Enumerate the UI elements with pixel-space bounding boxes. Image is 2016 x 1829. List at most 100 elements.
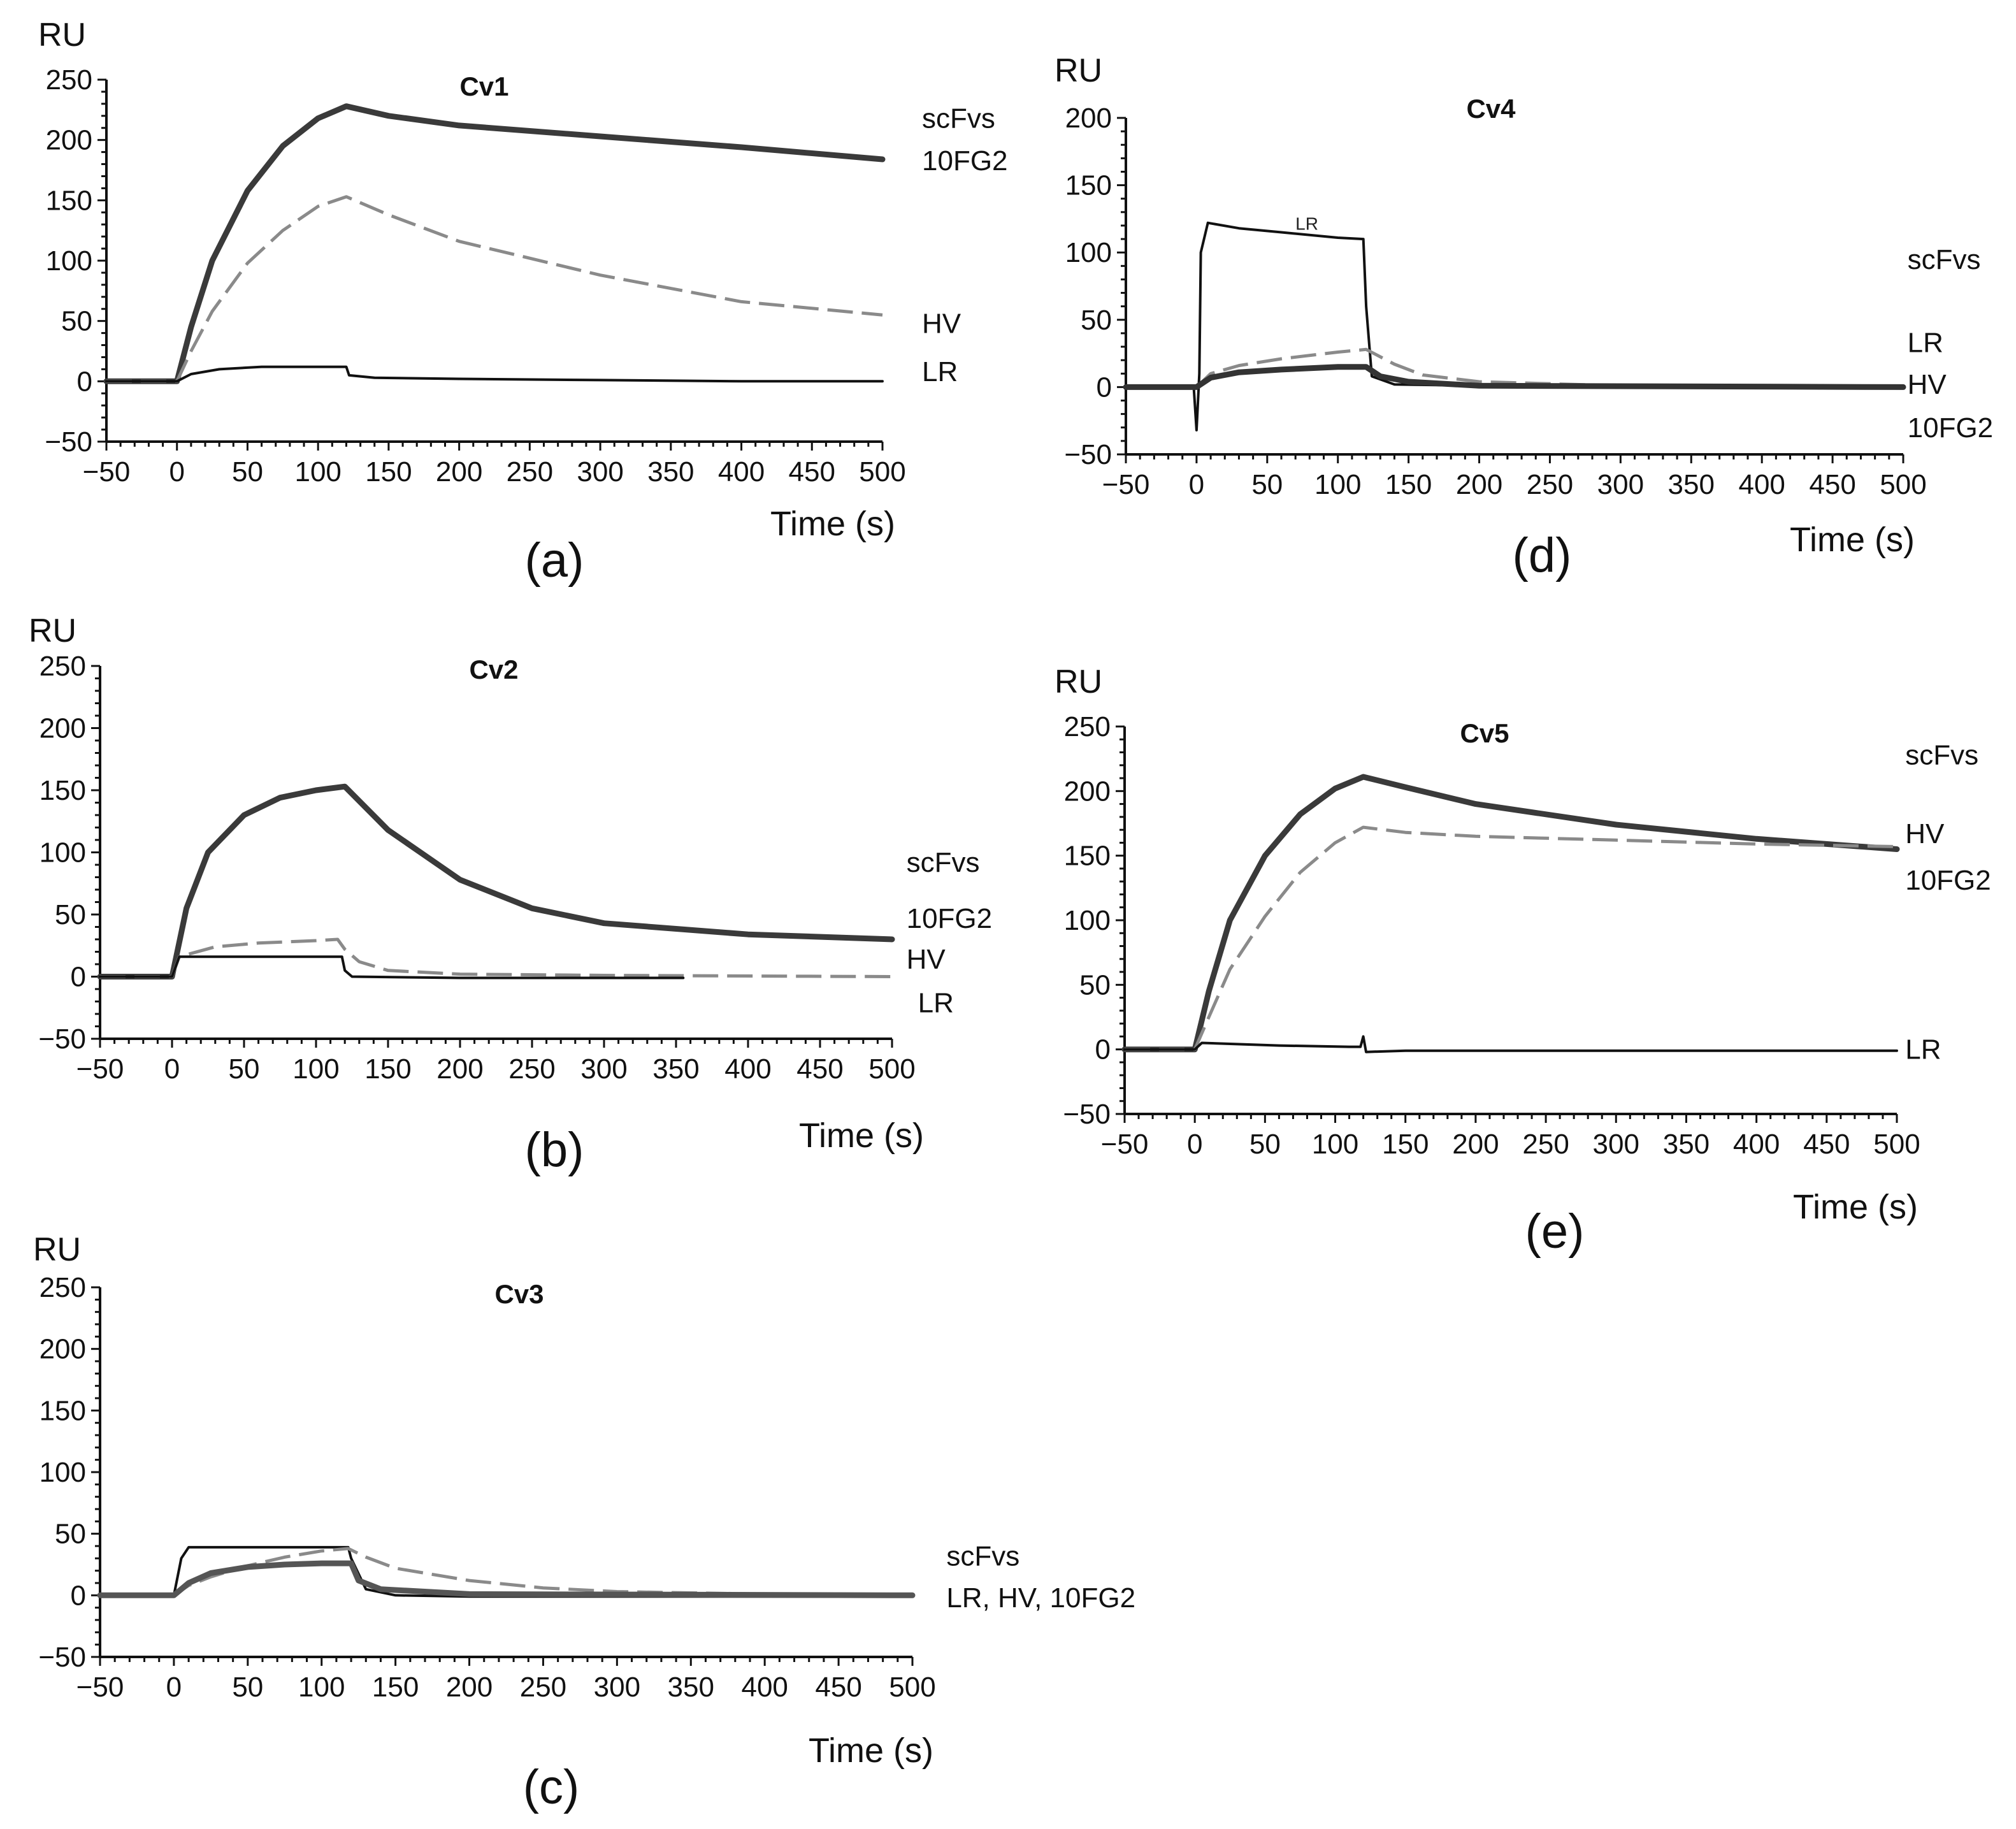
y-tick-label: 150 bbox=[40, 775, 86, 806]
legend-label: LR bbox=[1908, 328, 1943, 359]
legend-label: HV bbox=[907, 944, 946, 975]
legend-label: 10FG2 bbox=[922, 145, 1008, 177]
legend-label: scFvs bbox=[1908, 244, 1981, 275]
x-tick-label: 450 bbox=[796, 1053, 843, 1085]
x-tick-label: 400 bbox=[741, 1672, 788, 1703]
y-tick-label: 50 bbox=[1079, 969, 1111, 1001]
y-tick-label: 200 bbox=[40, 1334, 86, 1365]
x-tick-label: 150 bbox=[364, 1053, 411, 1085]
series-line-hv bbox=[106, 195, 883, 383]
x-tick-label: 500 bbox=[889, 1672, 935, 1703]
x-tick-label: 250 bbox=[507, 456, 553, 488]
x-tick-label: 350 bbox=[1663, 1129, 1710, 1160]
y-tick-label: 250 bbox=[40, 651, 86, 682]
x-tick-label: −50 bbox=[83, 456, 131, 488]
y-tick-label: 150 bbox=[40, 1395, 86, 1426]
x-tick-label: 200 bbox=[446, 1672, 493, 1703]
y-tick-label: 0 bbox=[71, 962, 86, 993]
y-tick-label: 200 bbox=[46, 125, 92, 156]
x-tick-label: 300 bbox=[1593, 1129, 1639, 1160]
x-tick-label: 0 bbox=[1189, 469, 1204, 500]
y-axis-title: RU bbox=[38, 17, 86, 54]
chart-panel-a: −50 0 50 100 150 200 250 −50 0 50 100 150 200 250 300 3… bbox=[38, 17, 1008, 588]
x-tick-label: −50 bbox=[76, 1053, 124, 1085]
y-axis-title: RU bbox=[33, 1231, 81, 1268]
series-line-hv bbox=[1126, 347, 1904, 389]
x-tick-label: 50 bbox=[1251, 469, 1283, 500]
x-tick-label: 150 bbox=[365, 456, 412, 488]
y-tick-label: 0 bbox=[1095, 1034, 1111, 1066]
series-line-10fg2 bbox=[103, 103, 886, 384]
x-tick-label: 0 bbox=[166, 1672, 182, 1703]
x-tick-label: 400 bbox=[1733, 1129, 1780, 1160]
legend-label: LR, HV, 10FG2 bbox=[946, 1582, 1135, 1614]
x-tick-label: 400 bbox=[1738, 469, 1785, 500]
y-axis-title: RU bbox=[29, 612, 76, 649]
chart-panel-e: −50 0 50 100 150 200 250 −50 0 50 100 150 200 250 300 3… bbox=[1055, 663, 1991, 1259]
x-tick-label: 0 bbox=[164, 1053, 180, 1085]
x-tick-label: 50 bbox=[229, 1053, 260, 1085]
y-tick-label: 250 bbox=[46, 64, 92, 96]
x-tick-label: 500 bbox=[859, 456, 905, 488]
x-tick-label: 250 bbox=[1527, 469, 1573, 500]
panel-label: (a) bbox=[525, 533, 584, 588]
y-tick-label: 150 bbox=[1064, 841, 1111, 872]
y-tick-label: 50 bbox=[1081, 305, 1112, 336]
x-tick-label: 450 bbox=[815, 1672, 861, 1703]
chart-title: Cv1 bbox=[459, 71, 508, 101]
y-tick-label: 50 bbox=[61, 306, 92, 337]
x-tick-label: 450 bbox=[1809, 469, 1855, 500]
series-line-10fg2 bbox=[1121, 774, 1900, 1053]
panel-label: (d) bbox=[1513, 528, 1572, 582]
panel-label: (c) bbox=[523, 1760, 580, 1814]
chart-panel-c: −50 0 50 100 150 200 250 −50 0 50 100 150 200 250 300 3… bbox=[33, 1231, 1135, 1814]
y-tick-label: 200 bbox=[40, 713, 86, 744]
series-line-lr bbox=[105, 365, 884, 383]
x-axis-title: Time (s) bbox=[809, 1731, 933, 1770]
y-tick-label: −50 bbox=[1064, 439, 1112, 470]
legend-label: 10FG2 bbox=[1905, 865, 1991, 896]
legend-label: 10FG2 bbox=[1908, 412, 1994, 444]
x-tick-label: 500 bbox=[1873, 1129, 1920, 1160]
x-axis-title: Time (s) bbox=[770, 505, 895, 543]
chart-panel-d: −50 0 50 100 150 200 −50 0 50 100 150 200 250 300 350 4… bbox=[1055, 52, 1993, 582]
legend-label: scFvs bbox=[922, 103, 995, 134]
x-tick-label: 500 bbox=[868, 1053, 915, 1085]
y-tick-label: 200 bbox=[1065, 103, 1112, 134]
y-tick-label: 150 bbox=[1065, 170, 1112, 201]
x-tick-label: 400 bbox=[724, 1053, 771, 1085]
chart-panel-b: −50 0 50 100 150 200 250 −50 0 50 100 150 200 250 300 3… bbox=[29, 612, 992, 1177]
y-tick-label: 100 bbox=[1064, 905, 1111, 936]
x-tick-label: 100 bbox=[1312, 1129, 1358, 1160]
chart-title: Cv5 bbox=[1460, 718, 1509, 748]
chart-title: Cv4 bbox=[1466, 94, 1516, 124]
x-tick-label: 350 bbox=[647, 456, 694, 488]
legend-label: scFvs bbox=[907, 847, 980, 878]
series-annotation: LR bbox=[1295, 213, 1318, 233]
x-axis-title: Time (s) bbox=[799, 1117, 924, 1155]
series-line-lr bbox=[1123, 1035, 1898, 1053]
legend-label: HV bbox=[922, 308, 961, 339]
x-tick-label: 400 bbox=[718, 456, 765, 488]
x-tick-label: 350 bbox=[1668, 469, 1715, 500]
chart-title: Cv3 bbox=[494, 1279, 544, 1309]
y-tick-label: 250 bbox=[40, 1272, 86, 1303]
x-tick-label: 300 bbox=[577, 456, 623, 488]
y-tick-label: 0 bbox=[71, 1580, 86, 1611]
x-tick-label: 150 bbox=[1382, 1129, 1429, 1160]
y-tick-label: 250 bbox=[1064, 711, 1111, 742]
x-tick-label: 100 bbox=[298, 1672, 345, 1703]
x-axis-title: Time (s) bbox=[1790, 521, 1915, 559]
x-tick-label: 100 bbox=[294, 456, 341, 488]
y-tick-label: −50 bbox=[45, 426, 92, 458]
legend-label: HV bbox=[1905, 818, 1945, 849]
legend-label: scFvs bbox=[1905, 740, 1978, 771]
y-tick-label: 100 bbox=[1065, 237, 1112, 268]
y-tick-label: 50 bbox=[55, 899, 86, 930]
y-tick-label: 100 bbox=[40, 1457, 86, 1488]
series-line-hv bbox=[1125, 825, 1897, 1052]
series-line-10fg2 bbox=[97, 783, 895, 980]
y-axis-title: RU bbox=[1055, 52, 1102, 89]
legend-label: HV bbox=[1908, 369, 1947, 400]
